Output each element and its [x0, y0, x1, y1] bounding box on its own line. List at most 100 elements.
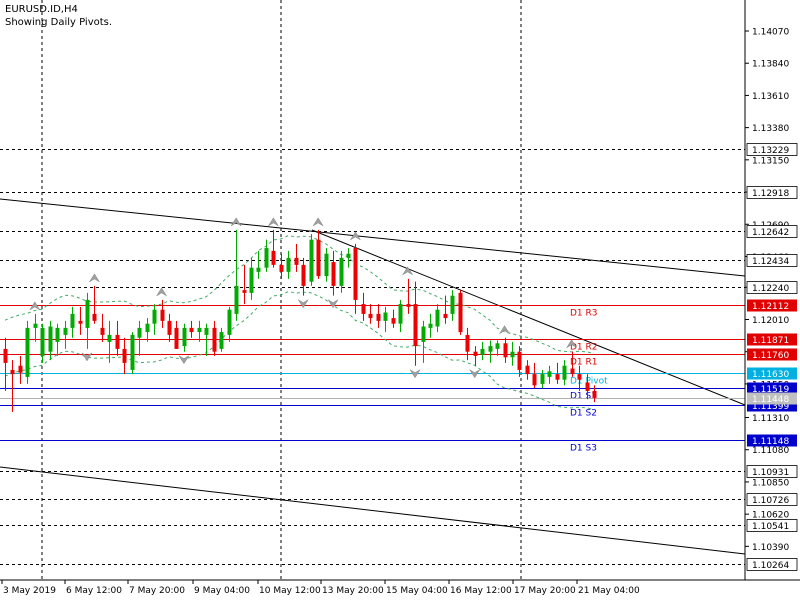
candle-body: [510, 351, 515, 358]
candle-body: [316, 239, 321, 277]
level-price-label: 1.10264: [752, 561, 789, 571]
level-price-tag: [746, 143, 798, 156]
y-tick-label: 1.14070: [752, 28, 789, 38]
pivot-label: D1 S2: [570, 409, 597, 419]
pivot-label: D1 R2: [570, 343, 598, 353]
level-price-tag: [746, 186, 798, 199]
candle-body: [495, 343, 500, 349]
candle-body: [152, 309, 157, 324]
candle-body: [107, 334, 112, 342]
chart-symbol-title: EURUSD.ID,H4: [5, 4, 78, 15]
candle-body: [450, 295, 455, 314]
candle-body: [204, 327, 209, 335]
candle-body: [167, 320, 172, 335]
pivot-label: D1 S1: [570, 392, 597, 402]
y-tick-label: 1.12010: [752, 316, 789, 326]
fractal-down-marker: [178, 355, 190, 365]
pivot-price-label: 1.12112: [752, 302, 789, 312]
envelope-layer: [4, 234, 595, 410]
candle-body: [256, 267, 261, 272]
level-price-tag: [746, 519, 798, 532]
candle-body: [234, 285, 239, 314]
x-tick-label: 6 May 12:00: [66, 586, 122, 596]
candle-body: [570, 368, 575, 375]
candle-body: [428, 323, 433, 328]
fractal-up-marker: [350, 231, 361, 241]
candle-body: [473, 351, 478, 356]
candle-body: [398, 304, 403, 324]
candle-body: [160, 309, 165, 321]
candle-body: [70, 313, 75, 328]
pivot-price-tag: [747, 434, 797, 447]
fractal-down-marker: [81, 352, 93, 362]
candle-body: [503, 343, 508, 358]
pivot-label: D1 S3: [570, 444, 597, 454]
candle-body: [488, 346, 493, 352]
fractal-up-marker: [29, 301, 41, 311]
candle-body: [294, 257, 299, 265]
trendline-down: [311, 229, 746, 406]
level-price-tag: [746, 465, 798, 478]
pivot-price-label: 1.11399: [752, 402, 789, 412]
candle-body: [264, 248, 269, 268]
envelope-lower: [4, 290, 595, 410]
candle-body: [517, 351, 522, 370]
y-tick-label: 1.10850: [752, 478, 789, 488]
envelope-upper: [4, 234, 595, 354]
candle-body: [324, 253, 329, 277]
candle-body: [212, 327, 217, 352]
candle-body: [540, 374, 545, 384]
candle-body: [219, 332, 224, 349]
candle-body: [458, 292, 463, 333]
candle-body: [465, 334, 470, 352]
candle-body: [279, 264, 284, 272]
candle-body: [368, 313, 373, 319]
candle-body: [309, 239, 314, 282]
candle-body: [376, 313, 381, 321]
y-tick-label: 1.13150: [752, 156, 789, 166]
level-price-label: 1.12434: [752, 257, 789, 267]
candle-body: [547, 371, 552, 377]
level-price-tag: [746, 558, 798, 571]
candle-body: [339, 257, 344, 286]
candle-body: [406, 304, 411, 307]
current-price-tag: [747, 392, 797, 405]
level-price-label: 1.12918: [752, 189, 789, 199]
candle-body: [361, 304, 366, 314]
pivot-price-label: 1.11760: [752, 351, 789, 361]
level-price-tag: [746, 281, 798, 294]
fractal-up-marker: [499, 325, 510, 334]
candle-body: [353, 248, 358, 300]
trendline-lower: [0, 466, 746, 555]
grid-layer: [0, 0, 745, 580]
y-tick-label: 1.11080: [752, 446, 789, 456]
x-tick-label: 7 May 20:00: [129, 586, 185, 596]
y-tick-label: 1.11310: [752, 414, 789, 424]
candle-body: [189, 327, 194, 333]
fractal-up-marker: [156, 287, 167, 297]
chart-subtitle: Showing Daily Pivots.: [5, 17, 112, 28]
fractal-up-marker: [312, 217, 324, 227]
candle-body: [391, 318, 396, 324]
candle-body: [249, 267, 254, 293]
candle-body: [383, 312, 388, 321]
candle-body: [78, 320, 83, 324]
candle-body: [197, 327, 202, 333]
candle-body: [435, 309, 440, 327]
level-price-label: 1.12240: [752, 284, 789, 294]
candle-body: [122, 348, 127, 363]
candle-body: [3, 348, 8, 363]
fractal-up-marker: [230, 217, 242, 227]
fractal-up-marker: [268, 217, 279, 227]
pivot-price-label: 1.11871: [752, 336, 789, 346]
x-tick-label: 3 May 2019: [3, 586, 56, 596]
pivot-price-label: 1.11148: [752, 437, 789, 447]
x-tick-label: 15 May 04:00: [386, 586, 448, 596]
candle-body: [115, 334, 120, 349]
y-tick-label: 1.13610: [752, 92, 789, 102]
pivot-price-tag: [747, 367, 797, 380]
pivot-price-label: 1.11630: [752, 370, 789, 380]
candle-body: [301, 264, 306, 286]
pivot-price-tag: [747, 348, 797, 361]
